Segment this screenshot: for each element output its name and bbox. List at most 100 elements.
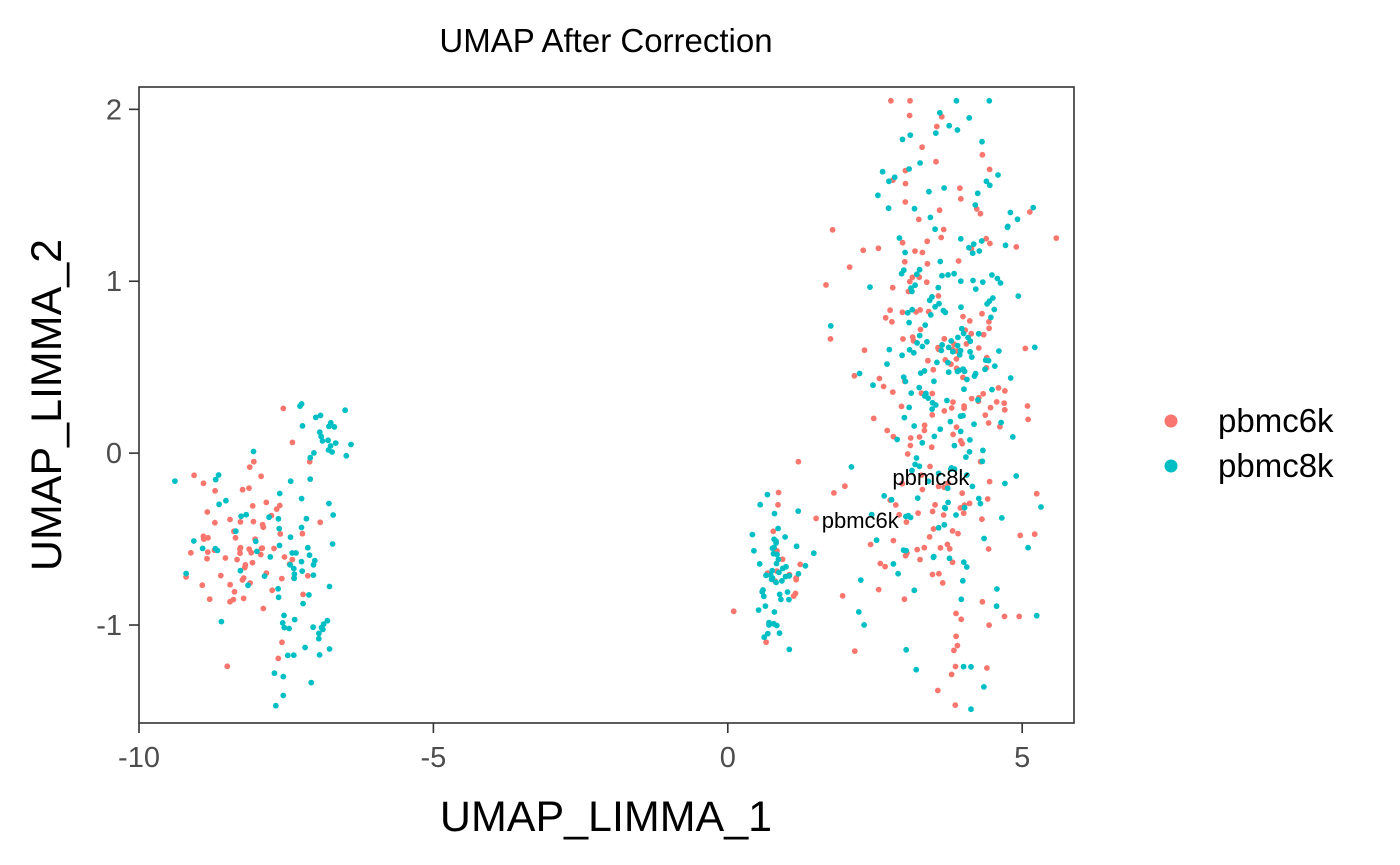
point-pbmc8k	[1025, 544, 1031, 551]
point-pbmc8k	[764, 630, 771, 637]
point-pbmc8k	[951, 442, 958, 449]
point-pbmc8k	[895, 570, 901, 577]
point-pbmc8k	[762, 603, 769, 609]
point-pbmc6k	[1026, 209, 1033, 215]
point-pbmc6k	[779, 556, 786, 563]
point-pbmc8k	[771, 510, 778, 517]
point-pbmc6k	[954, 642, 961, 649]
point-pbmc6k	[929, 508, 936, 515]
x-tick-label: 5	[1014, 742, 1030, 774]
point-pbmc6k	[945, 480, 951, 487]
point-pbmc8k	[1009, 434, 1016, 440]
point-pbmc6k	[902, 552, 909, 559]
point-pbmc6k	[929, 571, 936, 578]
point-pbmc6k	[948, 405, 955, 411]
point-pbmc6k	[909, 274, 916, 281]
point-pbmc6k	[1016, 613, 1023, 620]
point-pbmc8k	[326, 583, 333, 590]
point-pbmc8k	[917, 160, 923, 166]
point-pbmc8k	[302, 644, 308, 651]
point-pbmc8k	[929, 406, 935, 412]
point-pbmc6k	[937, 544, 944, 551]
legend-key-pbmc6k	[1164, 414, 1178, 428]
point-pbmc8k	[810, 550, 817, 557]
point-pbmc6k	[823, 282, 829, 288]
x-tick-label: -5	[420, 742, 446, 774]
point-pbmc8k	[757, 501, 764, 508]
point-pbmc6k	[944, 541, 951, 548]
point-pbmc8k	[325, 437, 331, 444]
point-pbmc6k	[938, 234, 945, 241]
point-pbmc6k	[851, 648, 858, 654]
point-pbmc6k	[827, 336, 834, 342]
point-pbmc8k	[940, 307, 947, 314]
point-pbmc6k	[890, 537, 897, 544]
point-pbmc8k	[776, 569, 782, 576]
point-pbmc6k	[953, 424, 960, 430]
point-pbmc6k	[985, 420, 992, 426]
point-pbmc8k	[991, 363, 998, 369]
point-pbmc6k	[269, 587, 276, 594]
point-pbmc6k	[257, 551, 264, 558]
point-pbmc6k	[929, 390, 936, 397]
point-pbmc6k	[995, 385, 1002, 391]
point-pbmc6k	[248, 549, 255, 556]
point-pbmc6k	[923, 279, 930, 286]
point-pbmc6k	[914, 546, 921, 553]
point-pbmc8k	[922, 322, 929, 328]
point-pbmc8k	[773, 622, 780, 629]
point-pbmc8k	[916, 463, 923, 470]
point-pbmc8k	[802, 562, 809, 569]
point-pbmc8k	[980, 447, 986, 454]
point-pbmc8k	[779, 565, 786, 572]
point-pbmc8k	[911, 423, 918, 429]
point-pbmc8k	[983, 178, 990, 185]
point-pbmc8k	[287, 561, 293, 568]
point-pbmc8k	[281, 612, 287, 619]
point-pbmc8k	[912, 282, 918, 289]
point-pbmc6k	[917, 307, 923, 313]
point-pbmc8k	[957, 428, 964, 435]
point-pbmc6k	[246, 485, 252, 491]
point-pbmc8k	[287, 478, 294, 485]
point-pbmc8k	[994, 586, 1000, 592]
point-pbmc8k	[310, 624, 316, 631]
point-pbmc6k	[304, 572, 311, 579]
point-pbmc6k	[1033, 490, 1040, 497]
point-pbmc6k	[939, 580, 946, 586]
point-pbmc6k	[919, 249, 926, 256]
point-pbmc6k	[957, 437, 964, 444]
point-pbmc6k	[227, 581, 234, 588]
point-pbmc8k	[969, 483, 976, 490]
point-pbmc6k	[950, 399, 956, 405]
y-tick-label: 1	[106, 266, 122, 298]
point-pbmc8k	[199, 545, 206, 552]
point-pbmc8k	[955, 334, 961, 341]
point-pbmc8k	[856, 370, 863, 377]
point-pbmc6k	[924, 238, 931, 245]
point-pbmc6k	[239, 577, 246, 583]
point-pbmc8k	[925, 478, 932, 485]
point-pbmc8k	[948, 466, 954, 472]
point-pbmc8k	[775, 525, 781, 532]
point-pbmc6k	[199, 582, 206, 589]
point-pbmc8k	[271, 670, 278, 677]
point-pbmc8k	[857, 577, 864, 583]
point-pbmc6k	[921, 544, 928, 551]
point-pbmc6k	[984, 665, 990, 671]
point-pbmc8k	[961, 386, 967, 393]
legend: pbmc6k pbmc8k	[1164, 402, 1334, 484]
point-pbmc6k	[831, 490, 837, 496]
point-pbmc6k	[975, 345, 982, 351]
point-pbmc8k	[907, 132, 914, 139]
point-pbmc8k	[886, 178, 892, 185]
point-pbmc6k	[1001, 406, 1008, 413]
point-pbmc8k	[786, 646, 793, 653]
point-pbmc8k	[932, 130, 939, 137]
point-pbmc8k	[1013, 473, 1020, 479]
point-pbmc8k	[936, 300, 942, 307]
point-pbmc6k	[977, 210, 984, 217]
point-pbmc8k	[945, 344, 952, 351]
point-pbmc6k	[919, 486, 926, 493]
point-pbmc8k	[945, 359, 951, 366]
